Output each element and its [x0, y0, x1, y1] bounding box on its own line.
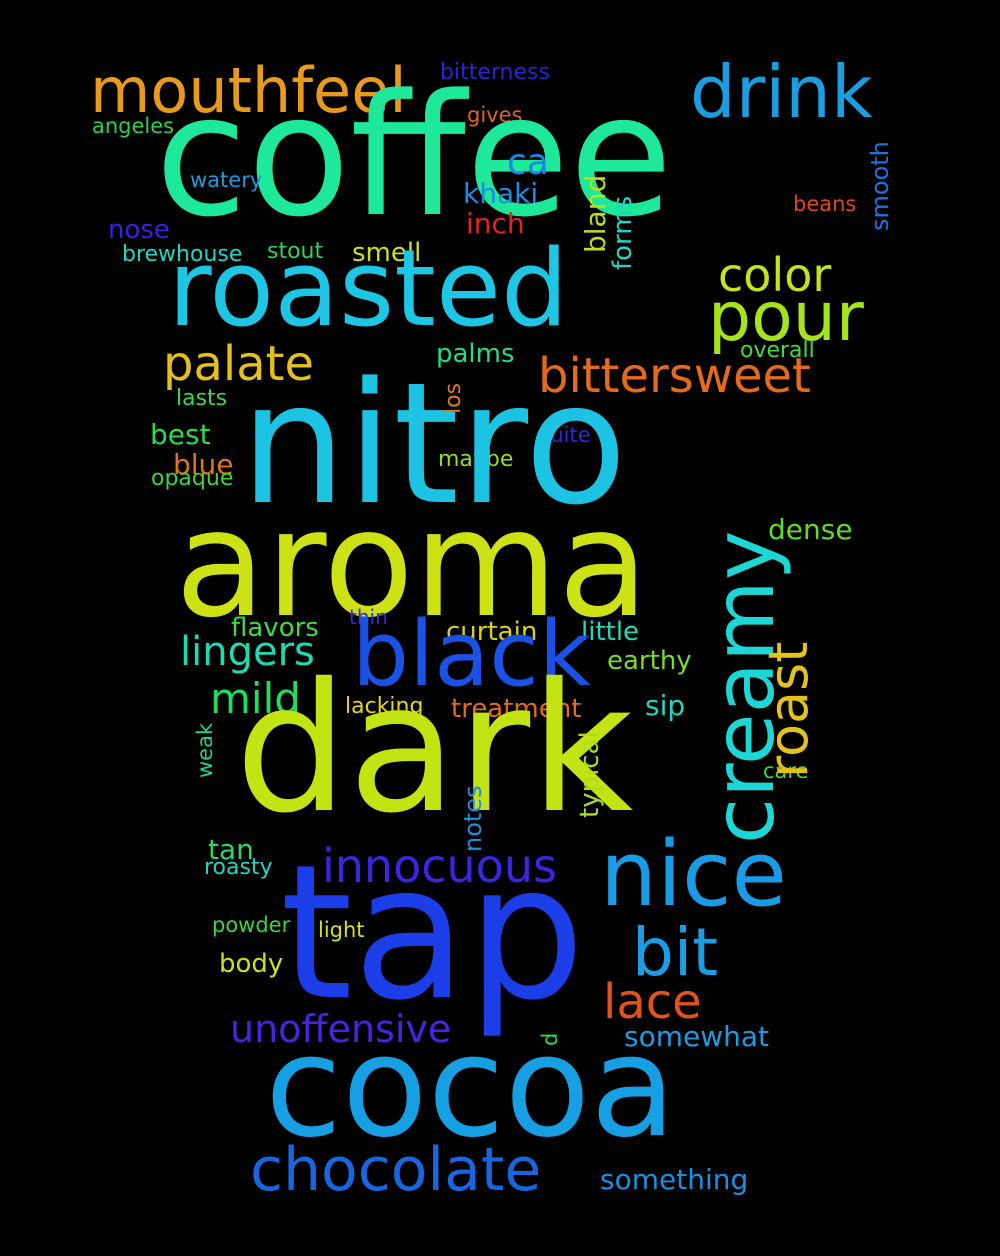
word-beans: beans	[793, 192, 857, 216]
word-care: care	[763, 759, 809, 783]
word-dark: dark	[235, 645, 634, 852]
word-powder: powder	[212, 913, 291, 937]
word-opaque: opaque	[151, 466, 234, 491]
word-los: los	[441, 382, 466, 414]
word-d: d	[538, 1032, 562, 1046]
word-angeles: angeles	[92, 114, 175, 138]
word-color: color	[718, 248, 832, 302]
word-typical: typical	[575, 731, 605, 818]
word-stout: stout	[267, 239, 324, 264]
word-bitterness: bitterness	[440, 60, 550, 85]
word-tan: tan	[208, 833, 254, 866]
word-tap: tap	[280, 824, 585, 1041]
word-innocuous: innocuous	[322, 839, 557, 893]
word-unoffensive: unoffensive	[230, 1007, 452, 1051]
word-nice: nice	[600, 822, 787, 927]
word-best: best	[150, 418, 211, 451]
word-lacking: lacking	[345, 694, 424, 719]
word-nose: nose	[108, 215, 170, 245]
word-lasts: lasts	[176, 386, 228, 411]
word-weak: weak	[193, 722, 217, 778]
word-roasty: roasty	[204, 855, 273, 880]
word-bit: bit	[632, 914, 719, 991]
word-overall: overall	[740, 338, 815, 363]
word-drink: drink	[690, 50, 873, 134]
word-bittersweet: bittersweet	[538, 348, 811, 404]
word-lace: lace	[603, 974, 702, 1030]
word-chocolate: chocolate	[250, 1135, 542, 1205]
word-coffee: coffee	[155, 58, 673, 254]
word-gives: gives	[467, 103, 523, 127]
word-khaki: khaki	[463, 177, 539, 210]
word-roast: roast	[757, 641, 820, 778]
word-mild: mild	[210, 674, 301, 723]
word-watery: watery	[190, 168, 263, 192]
word-earthy: earthy	[607, 646, 692, 676]
word-dense: dense	[768, 513, 853, 546]
word-aroma: aroma	[175, 478, 649, 650]
word-notes: notes	[459, 785, 487, 852]
word-black: black	[352, 602, 591, 707]
word-light: light	[318, 918, 365, 942]
word-cocoa: cocoa	[265, 1006, 677, 1169]
word-sip: sip	[645, 689, 686, 722]
word-inch: inch	[466, 207, 525, 240]
word-forms: forms	[608, 195, 638, 270]
word-pour: pour	[708, 278, 864, 357]
word-ca: ca	[507, 142, 549, 183]
word-somewhat: somewhat	[624, 1020, 770, 1053]
word-something: something	[600, 1163, 749, 1196]
word-palms: palms	[436, 339, 515, 369]
word-roasted: roasted	[168, 227, 569, 350]
word-maybe: maybe	[438, 447, 514, 472]
word-bland: bland	[579, 174, 612, 253]
word-brewhouse: brewhouse	[122, 242, 243, 267]
word-little: little	[581, 617, 640, 647]
word-lingers: lingers	[180, 629, 315, 675]
word-body: body	[219, 949, 284, 979]
word-palate: palate	[163, 336, 314, 392]
word-mouthfeel: mouthfeel	[90, 54, 407, 127]
word-quite: quite	[537, 423, 591, 447]
word-curtain: curtain	[446, 617, 538, 647]
word-thin: thin	[349, 605, 388, 629]
word-blue: blue	[173, 448, 234, 481]
word-smell: smell	[352, 238, 422, 268]
word-smooth: smooth	[866, 141, 894, 231]
word-nitro: nitro	[240, 346, 628, 542]
word-treatment: treatment	[451, 694, 582, 724]
word-flavors: flavors	[231, 613, 319, 643]
